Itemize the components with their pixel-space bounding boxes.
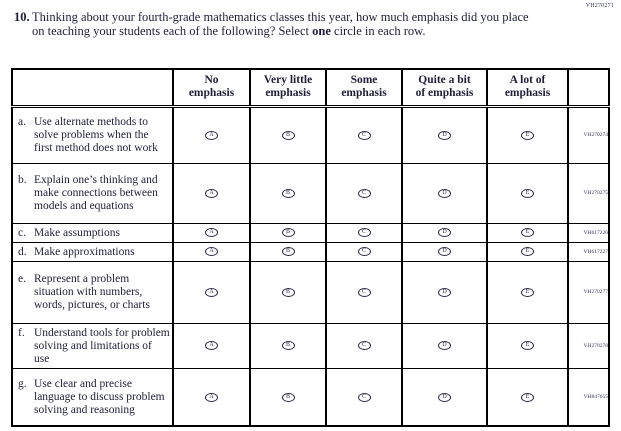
answer-oval-b-very-little[interactable]: B (281, 188, 295, 198)
header-no-emphasis: No emphasis (172, 68, 251, 108)
table-row-a: a. Use alternate methods to solve proble… (11, 105, 610, 164)
item-code: VH270278 (567, 322, 610, 369)
header-code-blank (567, 68, 610, 108)
answer-oval-f-a-lot[interactable]: E (521, 341, 534, 351)
row-text: Use alternate methods to solve problems … (34, 116, 158, 154)
header-a-lot-of-emphasis: A lot of emphasis (486, 68, 569, 108)
answer-oval-d-no-emphasis[interactable]: A (205, 247, 218, 257)
answer-oval-a-no-emphasis[interactable]: A (205, 130, 218, 140)
header-line: Very little (263, 74, 313, 87)
header-line: emphasis (265, 87, 311, 100)
answer-oval-f-no-emphasis[interactable]: A (205, 341, 218, 351)
header-very-little-emphasis: Very little emphasis (249, 68, 327, 108)
row-text: Explain one’s thinking and make connecti… (34, 174, 158, 212)
item-code: VH270274 (567, 105, 610, 164)
row-letter: a. (18, 116, 26, 128)
item-code: VH617227 (567, 241, 610, 262)
header-line: A lot of (509, 74, 546, 87)
answer-oval-f-some[interactable]: C (357, 341, 371, 351)
question-text-end: circle in each row. (330, 24, 426, 38)
header-some-emphasis: Some emphasis (325, 68, 403, 108)
row-text: Make approximations (34, 245, 135, 258)
answer-oval-b-no-emphasis[interactable]: A (205, 188, 218, 198)
answer-oval-g-a-lot[interactable]: E (521, 392, 534, 402)
row-text: Use clear and precise language to discus… (34, 377, 165, 416)
header-line: emphasis (188, 87, 235, 100)
header-line: emphasis (504, 87, 551, 100)
answer-oval-b-some[interactable]: C (357, 188, 371, 198)
answer-oval-a-quite-a-bit[interactable]: D (438, 130, 451, 140)
answer-oval-e-quite-a-bit[interactable]: D (438, 287, 451, 297)
row-letter: e. (18, 273, 26, 285)
answer-oval-d-some[interactable]: C (357, 247, 371, 257)
answer-oval-d-quite-a-bit[interactable]: D (438, 247, 451, 257)
answer-oval-a-some[interactable]: C (357, 130, 371, 140)
question-text: Thinking about your fourth-grade mathema… (32, 10, 538, 38)
header-line: Quite a bit (418, 74, 471, 87)
question-number: 10. (14, 10, 30, 24)
answer-oval-e-a-lot[interactable]: E (521, 287, 534, 297)
answer-oval-f-quite-a-bit[interactable]: D (438, 341, 451, 351)
row-letter: b. (18, 174, 27, 186)
row-letter: g. (18, 377, 27, 390)
table-header-row: No emphasis Very little emphasis Some em… (11, 68, 610, 108)
answer-oval-c-a-lot[interactable]: E (521, 228, 534, 238)
question-bold-word: one (312, 24, 331, 38)
answer-oval-f-very-little[interactable]: B (281, 341, 295, 351)
answer-oval-g-very-little[interactable]: B (281, 392, 295, 402)
table-row-e: e. Represent a problem situation with nu… (11, 260, 610, 324)
item-code: VH270275 (567, 162, 610, 224)
answer-oval-c-some[interactable]: C (357, 228, 371, 238)
answer-oval-g-some[interactable]: C (357, 392, 371, 402)
answer-oval-g-no-emphasis[interactable]: A (205, 392, 218, 402)
row-text: Make assumptions (34, 226, 120, 239)
answer-oval-b-a-lot[interactable]: E (521, 188, 534, 198)
table-row-d: d. Make approximations A B C D E VH61722… (11, 241, 610, 262)
table-row-c: c. Make assumptions A B C D E VH617226 (11, 222, 610, 243)
row-letter: c. (18, 226, 26, 239)
table-row-b: b. Explain one’s thinking and make conne… (11, 162, 610, 224)
answer-oval-b-quite-a-bit[interactable]: D (438, 188, 451, 198)
answer-oval-c-no-emphasis[interactable]: A (205, 228, 218, 238)
item-code: VH617226 (567, 222, 610, 243)
question-text-start: Thinking about your fourth-grade mathema… (32, 10, 529, 38)
answer-oval-a-a-lot[interactable]: E (521, 130, 534, 140)
answer-oval-a-very-little[interactable]: B (281, 130, 295, 140)
answer-oval-c-very-little[interactable]: B (281, 228, 295, 238)
answer-oval-d-very-little[interactable]: B (281, 247, 295, 257)
item-code: VH847655 (567, 367, 610, 427)
item-code: VH270277 (567, 260, 610, 324)
question-block: 10. Thinking about your fourth-grade mat… (14, 10, 538, 38)
header-line: of emphasis (415, 87, 474, 100)
row-letter: f. (18, 326, 25, 339)
emphasis-matrix-table: No emphasis Very little emphasis Some em… (11, 68, 610, 427)
table-row-f: f. Understand tools for problem solving … (11, 322, 610, 369)
answer-oval-c-quite-a-bit[interactable]: D (438, 228, 451, 238)
answer-oval-e-very-little[interactable]: B (281, 287, 295, 297)
header-line: emphasis (341, 87, 387, 100)
row-text: Understand tools for problem solving and… (34, 326, 170, 365)
header-line: No (204, 74, 219, 87)
table-row-g: g. Use clear and precise language to dis… (11, 367, 610, 427)
header-line: Some (350, 74, 378, 87)
answer-oval-g-quite-a-bit[interactable]: D (438, 392, 451, 402)
page-form-code: VH270271 (585, 3, 614, 9)
header-quite-a-bit-of-emphasis: Quite a bit of emphasis (401, 68, 488, 108)
header-item-blank (11, 68, 174, 108)
answer-oval-e-some[interactable]: C (357, 287, 371, 297)
answer-oval-d-a-lot[interactable]: E (521, 247, 534, 257)
row-text: Represent a problem situation with numbe… (34, 273, 150, 311)
answer-oval-e-no-emphasis[interactable]: A (205, 287, 218, 297)
row-letter: d. (18, 245, 27, 258)
